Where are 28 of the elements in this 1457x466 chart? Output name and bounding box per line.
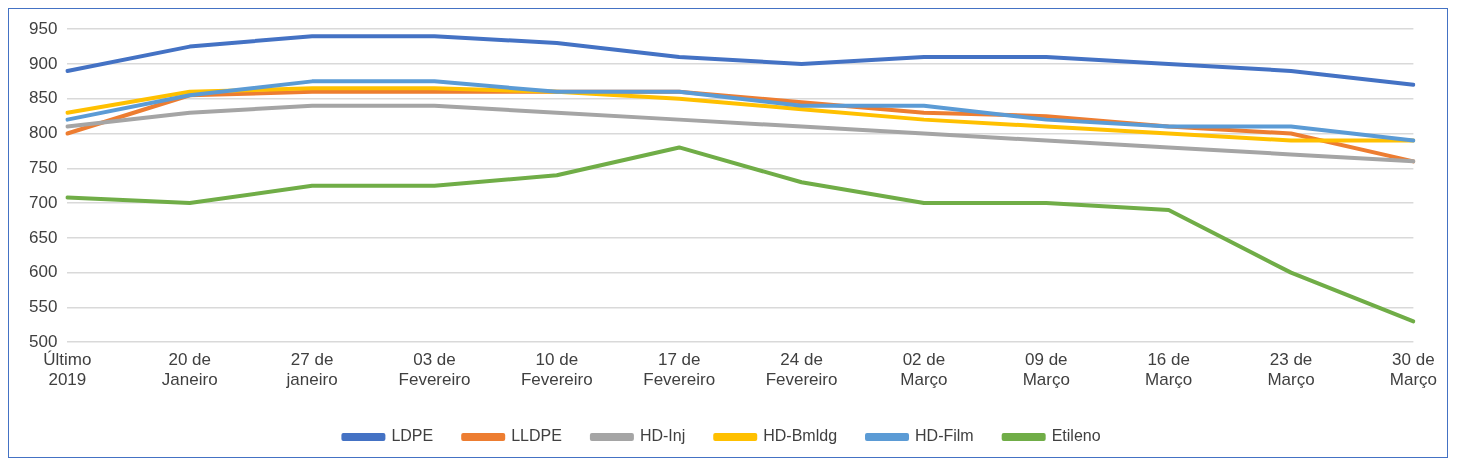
x-tick-label: 30 de Março bbox=[1389, 350, 1437, 390]
x-tick-label: 23 de Março bbox=[1267, 350, 1315, 390]
x-tick-label: 27 de janeiro bbox=[285, 350, 338, 390]
legend-label: HD-Bmldg bbox=[763, 427, 838, 445]
x-tick-label: 09 de Março bbox=[1022, 350, 1070, 390]
x-tick-label: 10 de Fevereiro bbox=[520, 350, 593, 390]
x-tick-label: 03 de Fevereiro bbox=[398, 350, 471, 390]
y-tick-label: 600 bbox=[28, 262, 58, 282]
x-tick-label: 20 de Janeiro bbox=[161, 350, 218, 390]
x-tick-label: 17 de Fevereiro bbox=[643, 350, 716, 390]
y-tick-label: 700 bbox=[28, 192, 58, 212]
y-tick-label: 800 bbox=[28, 123, 58, 143]
y-tick-label: 850 bbox=[28, 88, 58, 108]
y-tick-label: 950 bbox=[28, 18, 58, 38]
legend-label: LLDPE bbox=[511, 427, 562, 445]
y-tick-label: 500 bbox=[28, 331, 58, 351]
legend-label: LDPE bbox=[391, 427, 434, 445]
x-tick-label: 24 de Fevereiro bbox=[765, 350, 838, 390]
y-tick-label: 650 bbox=[28, 227, 58, 247]
legend-label: HD-Inj bbox=[639, 427, 686, 445]
y-tick-label: 900 bbox=[28, 53, 58, 73]
y-tick-label: 550 bbox=[28, 297, 58, 317]
y-tick-label: 750 bbox=[28, 158, 58, 177]
x-tick-label: Último 2019 bbox=[43, 350, 92, 390]
x-tick-label: 16 de Março bbox=[1145, 350, 1193, 390]
legend-label: HD-Film bbox=[915, 427, 974, 445]
x-tick-label: 02 de Março bbox=[900, 350, 948, 390]
legend-label: Etileno bbox=[1051, 427, 1101, 445]
